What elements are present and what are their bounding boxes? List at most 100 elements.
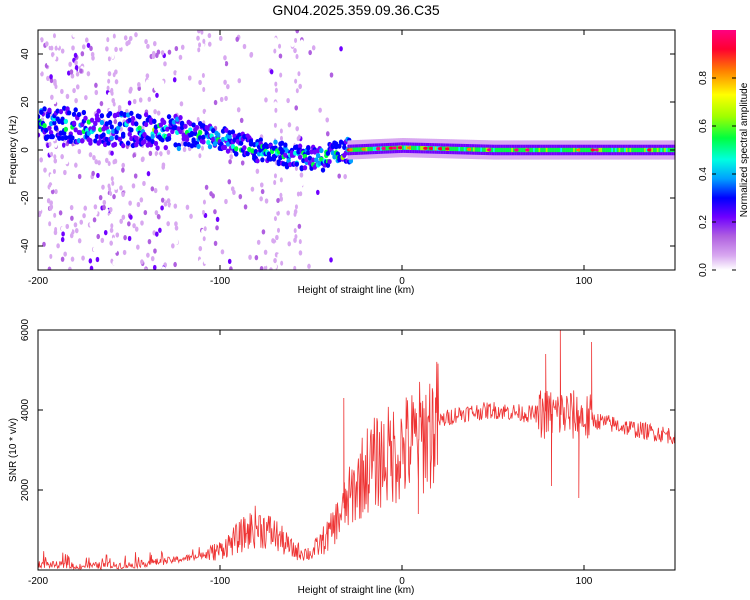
spectrogram-ridge-mark — [294, 161, 300, 167]
spectrogram-noise-mark — [121, 191, 125, 197]
spectrogram-band-core — [662, 147, 665, 153]
spectrogram-ridge-mark — [178, 128, 183, 135]
spectrogram-ytick-label: 0 — [20, 147, 31, 153]
spectrogram-noise-mark — [60, 226, 65, 232]
spectrogram-column-mark — [279, 128, 283, 134]
spectrogram-noise-mark — [253, 108, 258, 114]
spectrogram-noise-mark — [284, 215, 289, 221]
spectrogram-noise-mark — [70, 215, 74, 221]
spectrogram-noise-mark — [98, 30, 103, 34]
spectrogram-noise-mark — [155, 35, 159, 41]
spectrogram-ridge-mark — [165, 126, 170, 132]
colorbar: 0.0 0.2 0.4 0.6 0.8 Normalized spectral ampl… — [698, 30, 750, 277]
spectrogram-column-mark — [197, 47, 201, 53]
spectrogram-noise-mark — [145, 79, 150, 85]
spectrogram-noise-mark — [160, 50, 165, 56]
spectrogram-band-core — [502, 147, 505, 153]
spectrogram-noise-mark — [286, 97, 290, 104]
spectrogram-band-core — [611, 147, 614, 153]
spectrogram-noise-mark — [220, 249, 225, 255]
spectrogram-noise-mark — [218, 35, 223, 41]
spectrogram-noise-mark — [224, 95, 228, 102]
spectrogram-noise-mark — [75, 84, 80, 90]
spectrogram-ridge-mark — [109, 124, 114, 130]
spectrogram-band-peak — [397, 146, 403, 150]
spectrogram-xtick-label: 0 — [399, 276, 405, 287]
spectrogram-noise-mark — [215, 225, 219, 231]
spectrogram-noise-mark — [144, 38, 148, 45]
spectrogram-band-core — [625, 147, 629, 153]
spectrogram-noise-mark — [134, 105, 138, 111]
spectrogram-noise-mark — [146, 171, 151, 177]
spectrogram-noise-mark — [38, 67, 42, 74]
spectrogram-ridge-mark — [38, 132, 41, 138]
spectrogram-noise-mark — [75, 71, 80, 77]
spectrogram-noise-mark — [123, 35, 128, 41]
spectrogram-noise-mark — [166, 149, 171, 155]
spectrogram-noise-mark — [167, 141, 171, 147]
spectrogram-band-core — [496, 147, 499, 153]
spectrogram-column-mark — [197, 251, 201, 257]
spectrogram-noise-mark — [84, 37, 89, 43]
spectrogram-band-core — [491, 147, 494, 153]
spectrogram-noise-mark — [47, 86, 52, 92]
spectrogram-noise-mark — [80, 31, 85, 37]
spectrogram-column-mark — [294, 204, 298, 210]
spectrogram-band-core — [634, 147, 638, 153]
spectrogram-ridge-mark — [176, 145, 182, 152]
spectrogram-noise-mark — [197, 30, 201, 34]
spectrogram-ylabel: Frequency (Hz) — [8, 116, 19, 185]
spectrogram-column-mark — [196, 117, 200, 123]
spectrogram-noise-mark — [263, 249, 268, 255]
spectrogram-noise-mark — [141, 75, 146, 81]
spectrogram-column-mark — [54, 45, 58, 51]
spectrogram-band-core — [454, 146, 457, 152]
spectrogram-ridge-mark — [58, 130, 64, 136]
spectrogram-column-mark — [300, 209, 304, 215]
spectrogram-noise-mark — [224, 198, 228, 205]
spectrogram-noise-mark — [60, 48, 65, 54]
spectrogram-noise-mark — [88, 229, 93, 235]
spectrogram-column-mark — [300, 39, 304, 45]
spectrogram-noise-mark — [238, 194, 243, 200]
spectrogram-noise-mark — [351, 245, 355, 251]
spectrogram-noise-mark — [47, 30, 51, 33]
spectrogram-band-core — [367, 146, 370, 152]
spectrogram-ridge-mark — [62, 130, 67, 136]
colorbar-ticks: 0.0 0.2 0.4 0.6 0.8 — [698, 71, 736, 277]
spectrogram-noise-mark — [123, 235, 127, 241]
spectrogram-noise-mark — [226, 84, 230, 90]
spectrogram-noise-mark — [185, 244, 189, 251]
spectrogram-column-mark — [201, 209, 205, 215]
spectrogram-noise-mark — [40, 37, 44, 43]
spectrogram-noise-mark — [325, 131, 330, 137]
spectrogram-noise-mark — [170, 204, 174, 210]
spectrogram-ridge-mark — [207, 144, 213, 150]
spectrogram-noise-mark — [227, 258, 232, 264]
spectrogram-ridge-mark — [143, 121, 149, 128]
spectrogram-noise-mark — [153, 100, 158, 106]
spectrogram-band-core — [503, 147, 507, 153]
spectrogram-noise-mark — [88, 258, 93, 264]
spectrogram-band-core — [607, 147, 610, 153]
spectrogram-noise-mark — [223, 55, 227, 61]
spectrogram-noise-mark — [113, 118, 118, 125]
spectrogram-band-core — [396, 145, 399, 150]
spectrogram-band-core — [567, 147, 570, 153]
spectrogram-noise-mark — [315, 189, 320, 195]
spectrogram-ridge-mark — [116, 111, 121, 117]
spectrogram-ridge-mark — [150, 134, 155, 140]
spectrogram-column-mark — [279, 95, 283, 101]
spectrogram-noise-mark — [254, 255, 259, 261]
spectrogram-noise-mark — [100, 237, 105, 244]
spectrogram-noise-mark — [312, 190, 317, 196]
spectrogram-ridge-mark — [42, 106, 47, 112]
spectrogram-band-peak — [361, 147, 367, 151]
spectrogram-noise-mark — [83, 60, 88, 66]
spectrogram-band-core — [613, 147, 616, 153]
spectrogram-ridge-mark — [286, 158, 291, 164]
spectrogram-noise-mark — [209, 63, 214, 70]
spectrogram-band-core — [664, 147, 667, 153]
spectrogram-band-core — [582, 147, 585, 153]
spectrogram-noise-mark — [166, 221, 170, 227]
